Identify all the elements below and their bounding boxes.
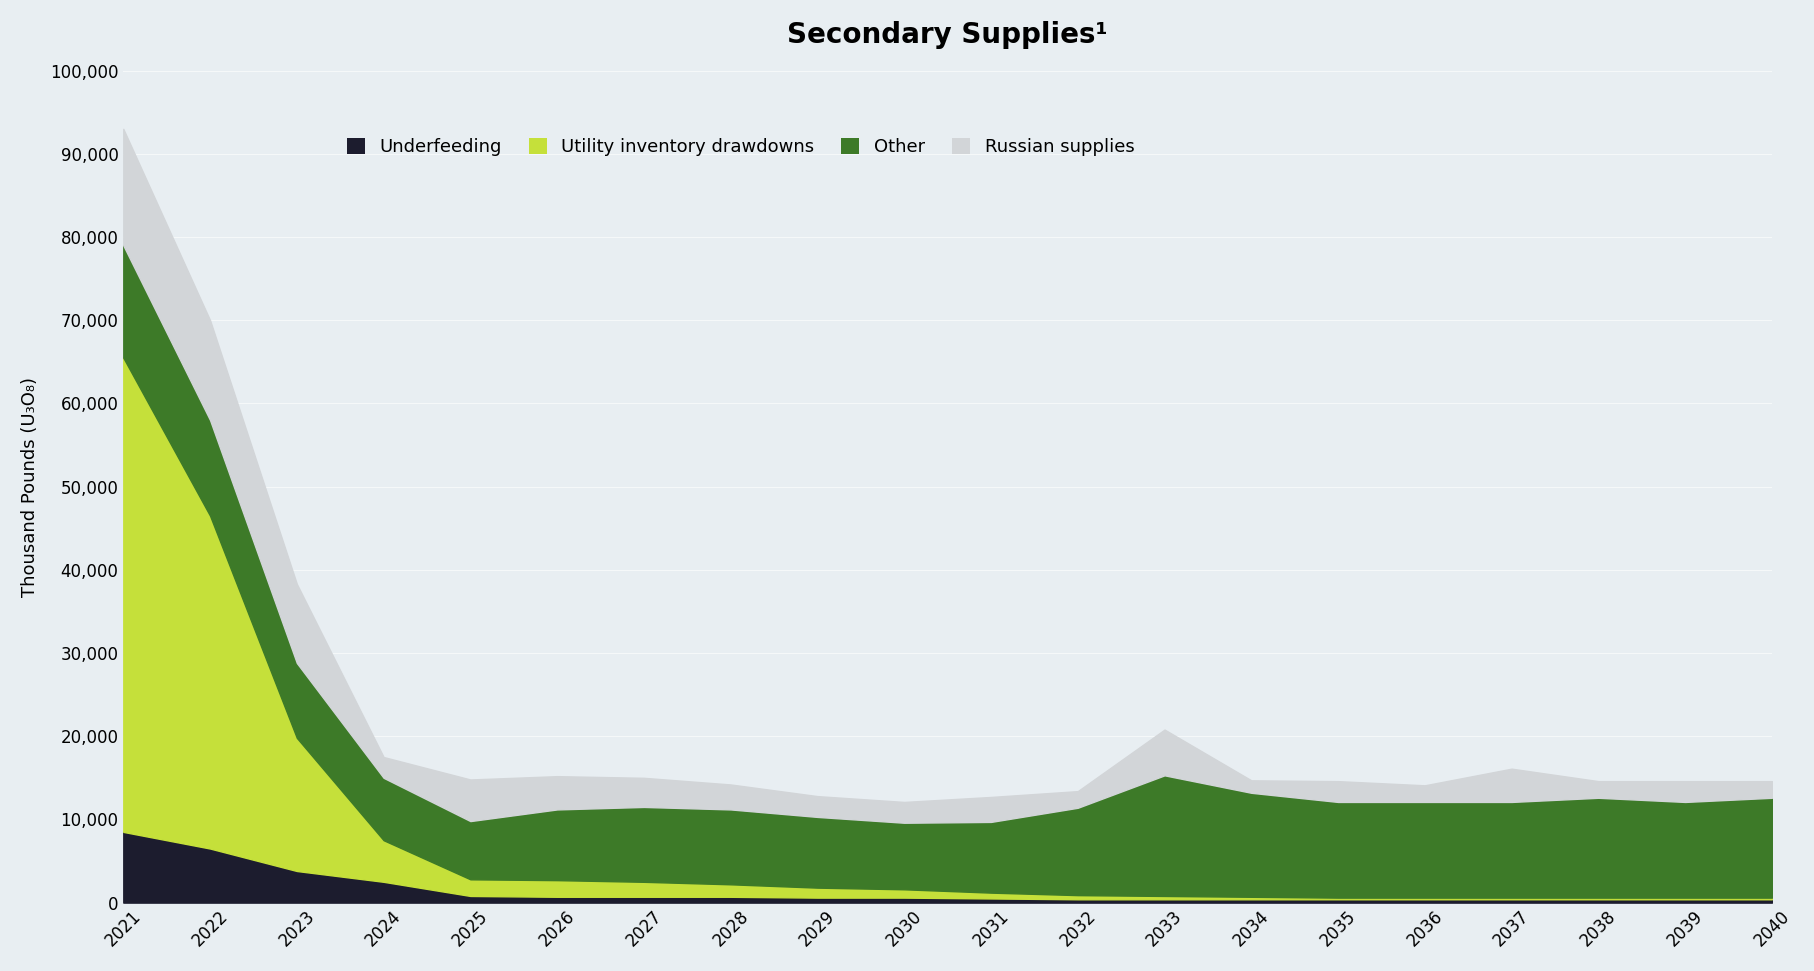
Title: Secondary Supplies¹: Secondary Supplies¹	[787, 20, 1108, 49]
Y-axis label: Thousand Pounds (U₃O₈): Thousand Pounds (U₃O₈)	[20, 377, 38, 596]
Legend: Underfeeding, Utility inventory drawdowns, Other, Russian supplies: Underfeeding, Utility inventory drawdown…	[346, 138, 1134, 156]
